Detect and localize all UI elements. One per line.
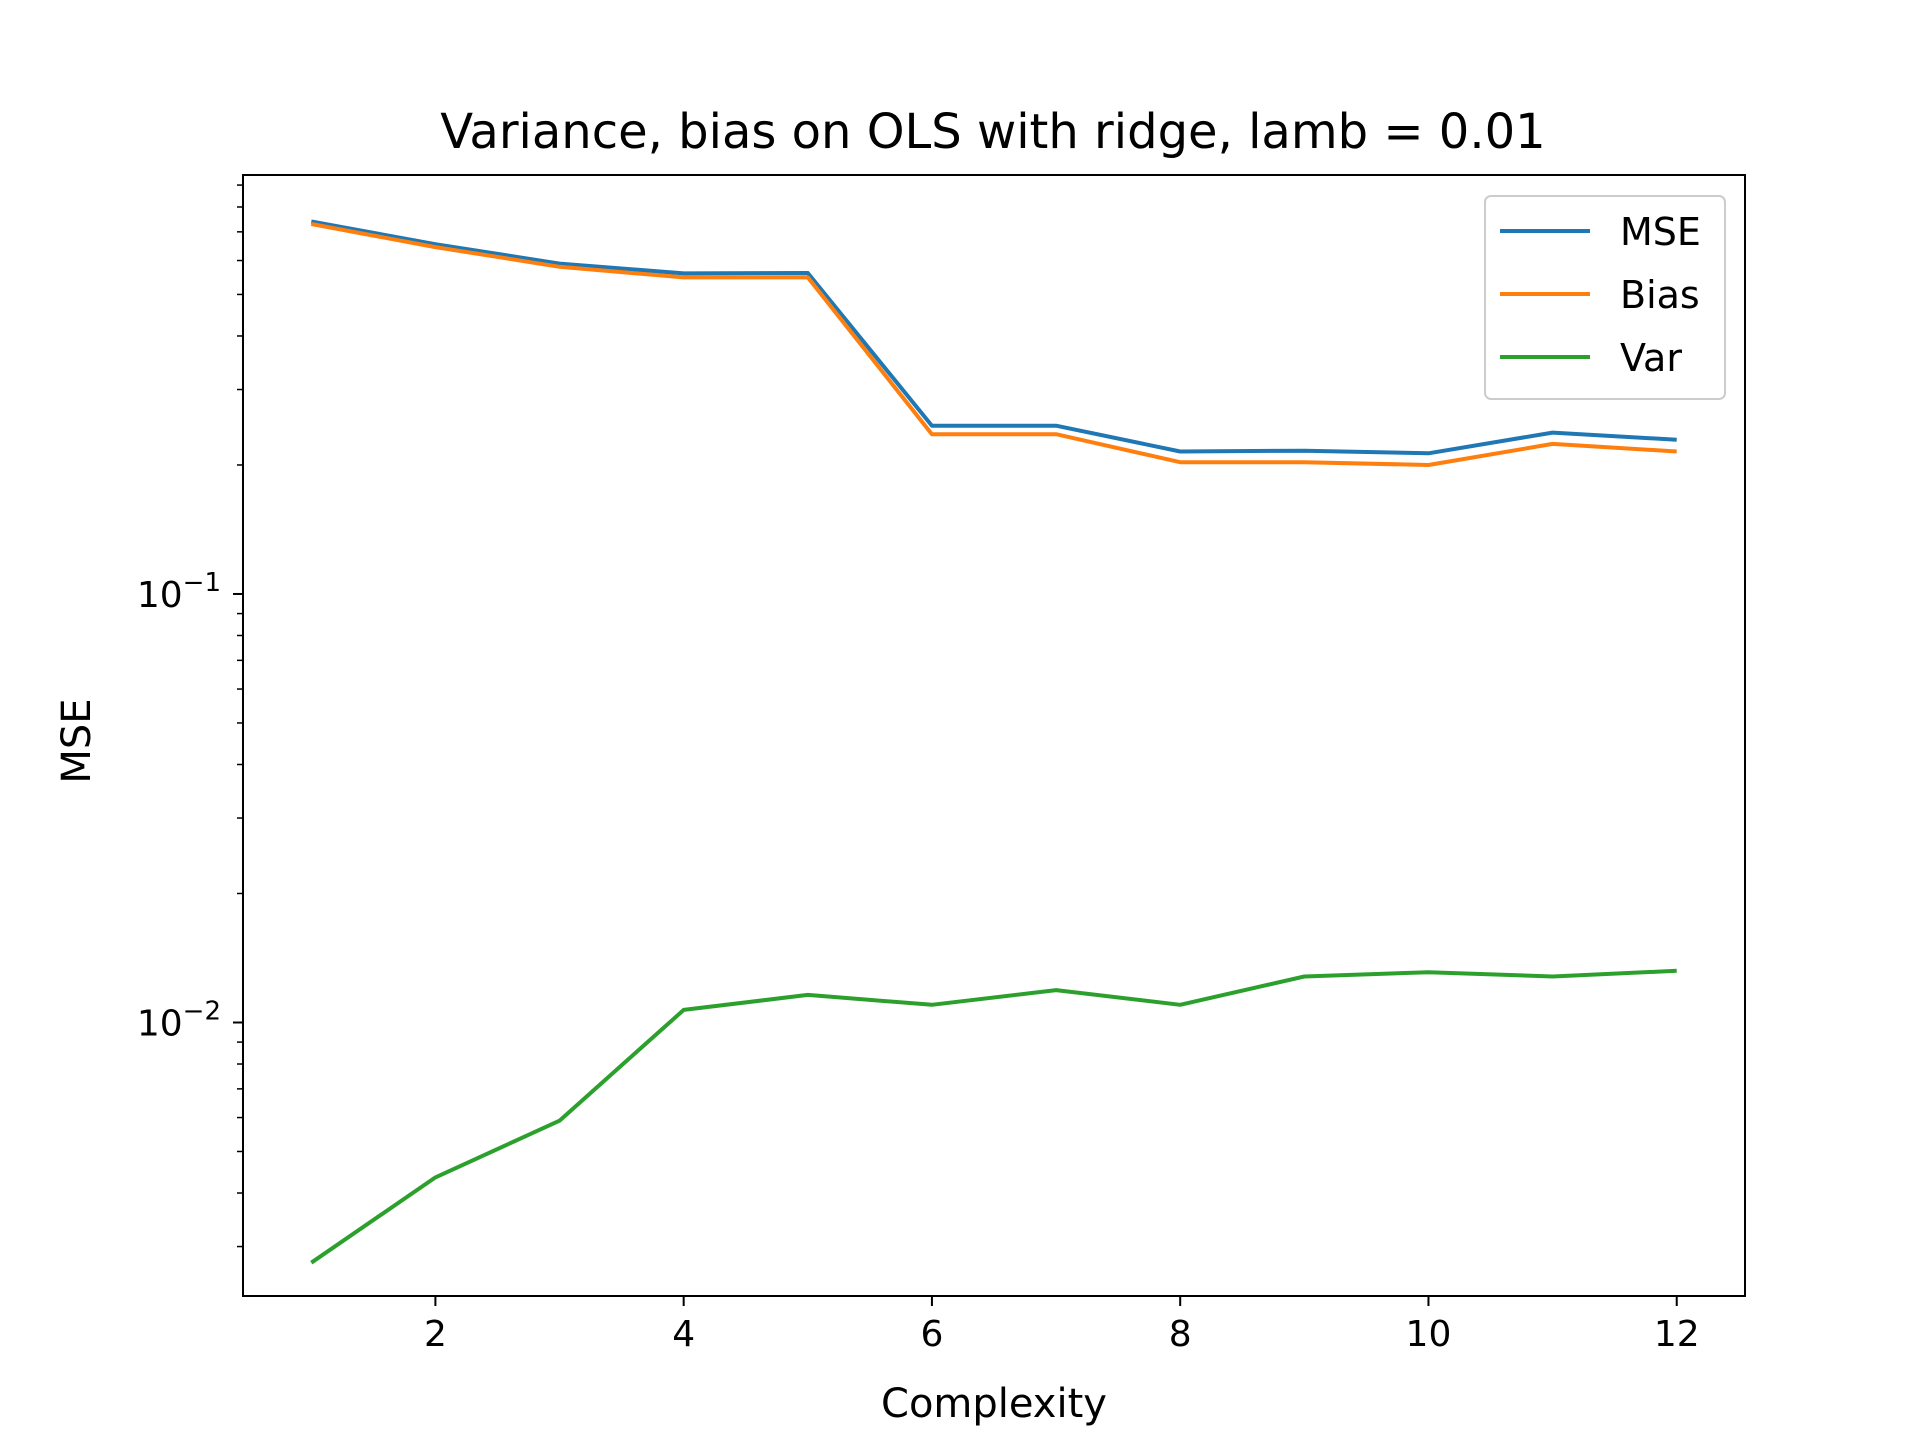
y-axis: 10−1 10−2 bbox=[137, 184, 243, 1248]
x-tick-label: 10 bbox=[1406, 1314, 1452, 1355]
legend-label-bias: Bias bbox=[1620, 273, 1700, 317]
x-tick-label: 4 bbox=[672, 1314, 695, 1355]
series-line-bias bbox=[310, 222, 1677, 467]
legend-label-var: Var bbox=[1620, 336, 1682, 380]
y-tick-label: 10−1 bbox=[137, 568, 221, 616]
chart-title: Variance, bias on OLS with ridge, lamb =… bbox=[440, 104, 1545, 160]
series-lines bbox=[310, 219, 1677, 1265]
plot-frame bbox=[242, 174, 1746, 1297]
legend: MSE Bias Var bbox=[1484, 195, 1726, 400]
y-tick-label: 10−2 bbox=[137, 996, 221, 1044]
x-tick-label: 8 bbox=[1169, 1314, 1192, 1355]
x-axis-label: Complexity bbox=[881, 1381, 1107, 1427]
series-line-mse bbox=[310, 219, 1677, 456]
plot-area bbox=[242, 174, 1746, 1297]
legend-label-mse: MSE bbox=[1620, 210, 1701, 254]
x-axis: 2 4 6 8 10 12 bbox=[424, 1296, 1700, 1355]
y-axis-label: MSE bbox=[54, 698, 100, 783]
series-line-var bbox=[310, 968, 1677, 1265]
x-tick-label: 12 bbox=[1654, 1314, 1700, 1355]
x-tick-label: 2 bbox=[424, 1314, 447, 1355]
x-tick-label: 6 bbox=[920, 1314, 943, 1355]
legend-box bbox=[1484, 195, 1726, 400]
